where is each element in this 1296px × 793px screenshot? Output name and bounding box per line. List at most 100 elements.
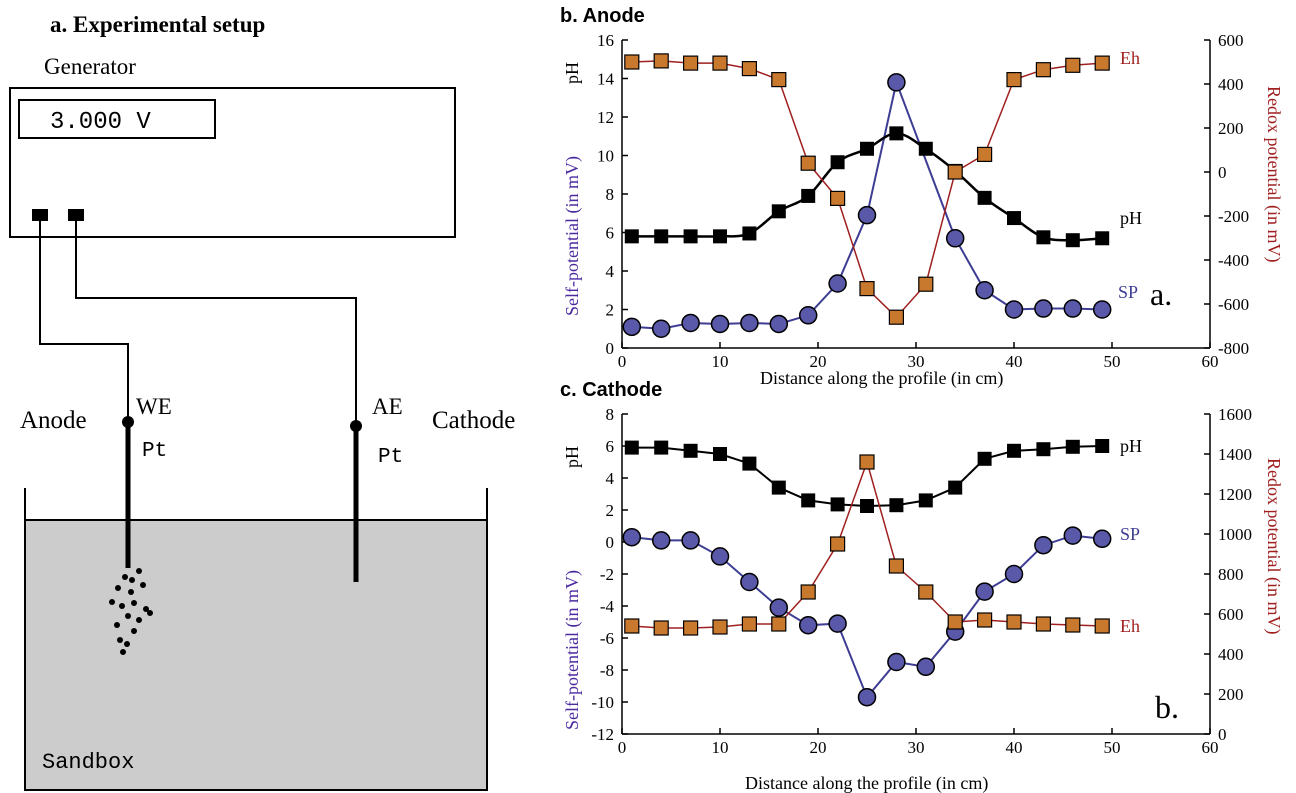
data-point-ph (771, 204, 786, 219)
data-point-ph (1036, 442, 1051, 457)
data-point-eh (682, 55, 699, 71)
data-point-ph (654, 229, 669, 244)
data-point-sp (681, 531, 700, 550)
data-point-ph (918, 493, 933, 508)
y-tick-label-right: 600 (1218, 31, 1244, 50)
setup-title: a. Experimental setup (50, 12, 265, 37)
data-point-eh (888, 558, 905, 574)
y-tick-label-left: 4 (606, 469, 615, 488)
data-point-eh (800, 584, 816, 600)
data-point-sp (651, 531, 671, 550)
data-point-sp (651, 319, 671, 338)
terminal-we (32, 209, 48, 221)
y-tick-label-right: 400 (1218, 75, 1244, 94)
x-tick-label: 20 (810, 738, 827, 757)
y-tick-label-left: -6 (600, 629, 614, 648)
data-point-eh (947, 164, 963, 180)
y-tick-label-left: -12 (591, 725, 614, 744)
series-line-eh (631, 459, 1103, 629)
we-electrode-label: Pt (142, 440, 167, 463)
y-tick-label-left: 0 (606, 533, 615, 552)
series-line-sp (631, 78, 1103, 330)
y-tick-label-right: 600 (1218, 605, 1244, 624)
y-tick-label-right: 400 (1218, 645, 1244, 664)
electrode-we-head (122, 416, 134, 428)
data-point-sp (828, 274, 847, 293)
data-point-sp (857, 205, 877, 225)
y-tick-label-left: 14 (597, 70, 615, 89)
data-point-ph (860, 499, 874, 513)
data-point-ph (683, 443, 698, 458)
data-point-ph (1007, 211, 1021, 226)
data-point-eh (800, 155, 816, 171)
data-point-sp (740, 572, 759, 592)
series-line-eh (631, 60, 1103, 319)
data-point-ph (713, 229, 727, 244)
data-point-eh (1006, 614, 1022, 630)
y-tick-label-left: -2 (600, 565, 614, 584)
terminal-ae (68, 209, 84, 221)
chart-anode: b. Anode Distance along the profile (in … (560, 5, 1284, 389)
data-point-eh (1094, 618, 1110, 634)
y-tick-label-left: -4 (600, 597, 615, 616)
x-tick-label: 50 (1104, 352, 1121, 371)
x-tick-label: 40 (1006, 738, 1023, 757)
data-point-ph (977, 451, 992, 466)
data-point-eh (1065, 617, 1081, 633)
data-point-eh (829, 190, 846, 206)
data-point-ph (860, 141, 874, 156)
ae-electrode-label: Pt (378, 446, 403, 469)
y-tick-label-left: -10 (591, 693, 614, 712)
data-point-sp (622, 527, 642, 547)
data-point-ph (801, 493, 816, 508)
data-point-eh (741, 616, 758, 632)
y-tick-label-right: 0 (1218, 163, 1227, 182)
y-tick-label-left: 6 (606, 224, 615, 243)
series-label-sp: SP (1120, 524, 1140, 544)
voltage-readout: 3.000 V (50, 109, 151, 136)
y-tick-label-left: 8 (606, 185, 615, 204)
data-point-eh (771, 616, 787, 632)
series-label-eh: Eh (1120, 48, 1140, 68)
data-point-sp (769, 598, 789, 617)
data-point-sp (1034, 299, 1053, 318)
data-point-eh (859, 281, 875, 297)
series-label-eh: Eh (1120, 616, 1140, 636)
data-point-ph (1095, 439, 1110, 453)
chart-cathode: c. Cathode Distance along the profile (i… (560, 379, 1284, 793)
data-point-sp (1092, 529, 1112, 549)
sandbox-label: Sandbox (42, 750, 134, 775)
data-point-eh (624, 618, 640, 634)
we-label: WE (136, 394, 172, 419)
y-tick-label-right: 0 (1218, 725, 1227, 744)
panel-letter: b. (1155, 689, 1179, 725)
y-axis-label-sp: Self-potential (in mV) (562, 156, 583, 316)
x-tick-label: 0 (618, 738, 627, 757)
y-tick-label-left: 8 (606, 405, 615, 424)
y-tick-label-right: 800 (1218, 565, 1244, 584)
data-point-ph (977, 190, 992, 205)
sandbox-walls (24, 488, 488, 791)
electrode-ae-head (350, 420, 362, 432)
wire-we (39, 221, 129, 420)
y-tick-label-left: 16 (597, 31, 614, 50)
data-point-sp (1004, 564, 1024, 584)
y-axis-label-redox: Redox potential (in mV) (1263, 86, 1284, 262)
y-tick-label-right: -800 (1218, 339, 1249, 358)
data-point-ph (683, 229, 698, 244)
series-label-ph: pH (1120, 436, 1142, 456)
x-tick-label: 10 (712, 352, 729, 371)
data-point-sp (828, 614, 847, 633)
data-point-eh (1094, 55, 1110, 71)
data-point-eh (712, 619, 728, 635)
y-axis-label-redox: Redox potential (in mV) (1263, 458, 1284, 634)
y-tick-label-left: 12 (597, 108, 614, 127)
y-tick-label-left: 10 (597, 147, 614, 166)
data-point-eh (682, 620, 699, 636)
panel-letter: a. (1150, 276, 1172, 312)
data-point-eh (741, 60, 758, 77)
data-point-ph (889, 498, 904, 513)
data-point-ph (654, 440, 669, 455)
data-point-ph (889, 126, 904, 141)
data-point-eh (1035, 616, 1052, 632)
